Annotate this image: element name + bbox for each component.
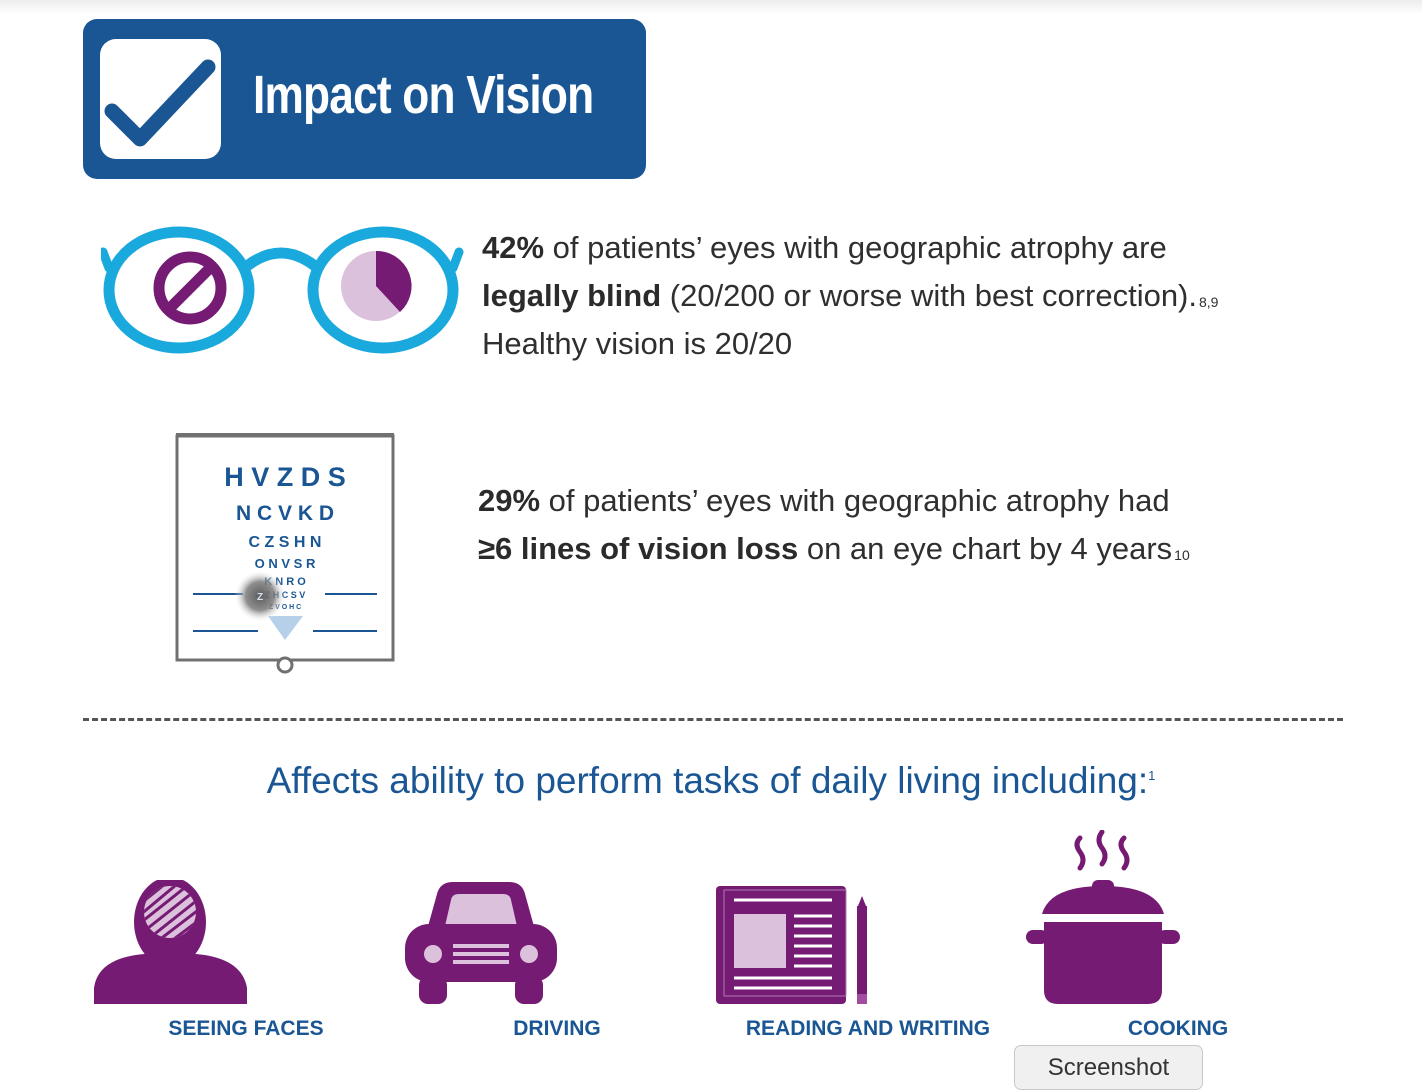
stat-line-2: legally blind (20/200 or worse with best…: [482, 272, 1382, 320]
stat-text: (20/200 or worse with best correction).: [661, 278, 1197, 313]
eye-chart-row: N C V K D: [236, 502, 334, 525]
eye-chart-row: H V Z D S: [224, 462, 346, 492]
face-icon: [94, 880, 247, 1004]
heading-text: Affects ability to perform tasks of dail…: [266, 760, 1149, 801]
dashed-divider: [83, 718, 1343, 721]
task-label-reading-writing: READING AND WRITING: [745, 1017, 991, 1040]
stat-bold: ≥6 lines of vision loss: [478, 531, 799, 566]
stat-vision-loss: 29% of patients’ eyes with geographic at…: [478, 477, 1378, 573]
eye-chart-row: O N V S R: [255, 556, 316, 571]
newspaper-pencil-icon: [716, 886, 867, 1004]
stat-bold: legally blind: [482, 278, 662, 313]
stat-percent: 29%: [478, 483, 541, 518]
reference: 10: [1174, 547, 1190, 563]
header-banner: Impact on Vision: [83, 19, 646, 179]
eye-chart-row: Z V O H C: [269, 604, 301, 611]
stat-percent: 42%: [482, 230, 545, 265]
task-label-driving: DRIVING: [513, 1017, 601, 1040]
car-icon: [405, 882, 557, 1004]
stat-line-2: ≥6 lines of vision loss on an eye chart …: [478, 525, 1378, 573]
stat-text: of patients’ eyes with geographic atroph…: [544, 230, 1167, 265]
stat-legally-blind: 42% of patients’ eyes with geographic at…: [482, 224, 1382, 368]
glasses-icon: [101, 226, 464, 354]
top-shadow: [0, 0, 1422, 14]
task-label-seeing-faces: SEEING FACES: [168, 1017, 324, 1040]
screenshot-button[interactable]: Screenshot: [1014, 1045, 1203, 1090]
stat-line-1: 29% of patients’ eyes with geographic at…: [478, 477, 1378, 525]
stat-text: on an eye chart by 4 years: [798, 531, 1173, 566]
eye-chart-icon: H V Z D S N C V K D C Z S H N O N V S R …: [175, 433, 395, 674]
cooking-pot-icon: [1026, 830, 1180, 1004]
stat-line-1: 42% of patients’ eyes with geographic at…: [482, 224, 1382, 272]
stat-text: of patients’ eyes with geographic atroph…: [540, 483, 1170, 518]
blur-letter: Z: [257, 592, 263, 603]
reference: 8,9: [1199, 294, 1219, 310]
task-label-cooking: COOKING: [1127, 1017, 1229, 1040]
pie-vision-icon: [341, 250, 412, 321]
daily-living-heading: Affects ability to perform tasks of dail…: [0, 760, 1422, 802]
stat-line-3: Healthy vision is 20/20: [482, 326, 793, 361]
eye-chart-row: C Z S H N: [249, 534, 322, 551]
no-sign-icon: [153, 251, 227, 325]
page-title: Impact on Vision: [253, 65, 594, 125]
reference: 1: [1148, 768, 1156, 783]
checkbox-icon: [100, 39, 221, 159]
blur-spot-icon: [234, 570, 286, 622]
